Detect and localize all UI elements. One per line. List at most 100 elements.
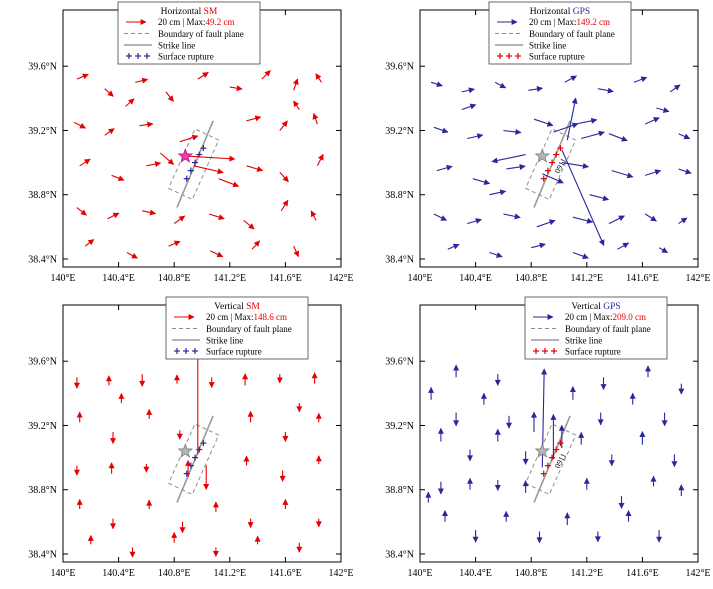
vector-arrow	[243, 219, 255, 230]
x-tick-label: 140.4°E	[459, 273, 492, 284]
map-vertical-gps: 140°E 140.4°E 140.8°E 141.2°E 141.6°E 142°E 38…	[385, 296, 711, 579]
vector-arrow	[597, 87, 614, 94]
vector-arrow	[188, 155, 236, 162]
x-tick-label: 140°E	[50, 273, 75, 284]
x-tick-label: 140°E	[407, 568, 432, 579]
x-tick-label: 141.6°E	[626, 568, 659, 579]
vector-arrow	[678, 217, 688, 225]
vector-arrow	[489, 189, 507, 196]
fault-plane-boundary	[167, 128, 220, 201]
vector-arrow	[506, 164, 526, 170]
legend-scale-label: 20 cm | Max:209.0 cm	[565, 312, 646, 322]
vector-arrow	[433, 126, 449, 134]
vector-arrow	[566, 97, 578, 141]
legend-strike-label: Strike line	[206, 336, 243, 346]
vector-field	[430, 75, 692, 260]
map-horizontal-sm: 140°E 140.4°E 140.8°E 141.2°E 141.6°E 142°E 38…	[28, 1, 354, 284]
legend-rupture-label: Surface rupture	[158, 52, 214, 62]
vector-arrow	[678, 168, 692, 175]
epicenter-star	[534, 148, 551, 163]
legend-rupture-label: Surface rupture	[529, 52, 585, 62]
legend-boundary-label: Boundary of fault plane	[158, 29, 244, 39]
vector-arrow	[208, 213, 225, 220]
y-tick-label: 38.4°N	[385, 549, 414, 560]
vector-arrow	[433, 213, 448, 221]
vector-arrow	[669, 84, 681, 93]
vector-arrow	[251, 240, 261, 250]
vector-arrow	[461, 87, 475, 94]
epicenter-star	[177, 148, 194, 163]
x-tick-label: 141.6°E	[269, 568, 302, 579]
vector-arrow	[168, 240, 181, 247]
legend-title: Horizontal GPS	[530, 7, 590, 17]
vector-arrow	[494, 81, 507, 89]
vector-arrow	[279, 171, 289, 183]
vector-arrow	[489, 251, 503, 258]
legend-rupture-glyph	[174, 348, 198, 354]
legend-title: Vertical GPS	[571, 302, 620, 312]
vector-arrow	[261, 70, 271, 80]
vector-arrow	[159, 152, 175, 165]
x-tick-label: 140°E	[50, 568, 75, 579]
vector-arrow	[165, 91, 174, 102]
vector-arrow	[461, 103, 477, 111]
vector-arrow	[678, 133, 691, 140]
vector-arrow	[467, 218, 482, 225]
vector-arrow	[125, 98, 135, 107]
y-tick-label: 39.6°N	[28, 357, 57, 368]
vector-field	[73, 70, 324, 259]
vector-arrow	[581, 130, 605, 140]
x-tick-label: 141.6°E	[269, 273, 302, 284]
y-tick-label: 38.4°N	[385, 254, 414, 265]
axis-ticks	[419, 305, 699, 562]
legend-scale-label: 20 cm | Max:149.2 cm	[529, 17, 610, 27]
x-tick-label: 141.6°E	[626, 273, 659, 284]
vector-arrow	[564, 75, 578, 83]
y-tick-label: 39.6°N	[28, 62, 57, 73]
vector-field	[73, 352, 322, 558]
vector-arrow	[280, 199, 289, 212]
y-tick-label: 39.2°N	[28, 126, 57, 137]
vector-arrow	[644, 213, 657, 222]
x-tick-label: 140.4°E	[102, 273, 135, 284]
panel-vertical-gps: 140°E 140.4°E 140.8°E 141.2°E 141.6°E 142°E 38…	[357, 295, 713, 589]
vector-arrow	[542, 173, 564, 184]
fault-plane-boundary	[167, 423, 220, 496]
map-horizontal-gps: 140°E 140.4°E 140.8°E 141.2°E 141.6°E 142°E 38…	[385, 1, 711, 284]
vector-arrow	[528, 86, 543, 92]
x-tick-label: 140.4°E	[459, 568, 492, 579]
vector-arrow	[76, 207, 87, 216]
vector-arrow	[197, 71, 209, 80]
axis-ticks	[419, 10, 699, 267]
vector-arrow	[279, 120, 288, 131]
x-tick-label: 141.2°E	[570, 568, 603, 579]
epicenter-star	[177, 443, 194, 458]
vector-arrow	[608, 133, 628, 142]
legend-strike-label: Strike line	[565, 336, 602, 346]
y-tick-label: 39.2°N	[385, 126, 414, 137]
epicenter-star	[534, 443, 551, 458]
vector-arrow	[107, 212, 120, 220]
legend-rupture-glyph	[533, 348, 557, 354]
fault-plane-boundary	[524, 423, 577, 496]
vector-arrow	[491, 154, 526, 164]
x-tick-label: 140.4°E	[102, 568, 135, 579]
vector-arrow	[193, 165, 224, 175]
vector-arrow	[73, 121, 87, 129]
panel-vertical-sm: 140°E 140.4°E 140.8°E 141.2°E 141.6°E 142°E 38…	[0, 295, 357, 589]
vector-arrow	[467, 133, 484, 140]
vector-arrow	[315, 73, 322, 83]
legend-rupture-label: Surface rupture	[565, 347, 621, 357]
vector-arrow	[316, 153, 324, 167]
vector-arrow	[111, 174, 125, 182]
y-tick-label: 38.8°N	[28, 485, 57, 496]
x-tick-label: 140°E	[407, 273, 432, 284]
vector-arrow	[84, 239, 95, 247]
vector-arrow	[246, 165, 264, 172]
vector-arrow	[656, 107, 670, 113]
surface-rupture-markers	[540, 440, 564, 477]
